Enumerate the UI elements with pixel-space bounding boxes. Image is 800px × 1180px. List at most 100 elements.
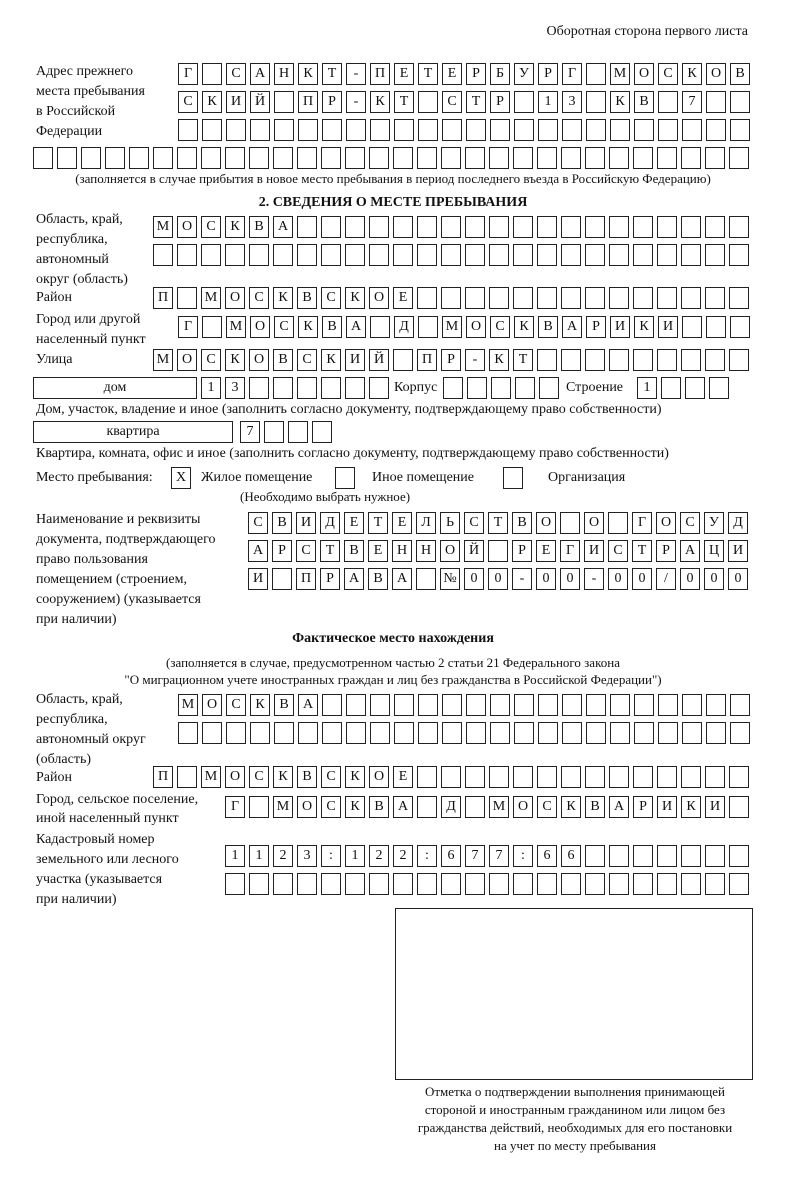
char-cell[interactable]: Е	[393, 287, 413, 309]
char-cell[interactable]	[489, 873, 509, 895]
char-cell[interactable]: О	[297, 796, 317, 818]
char-cell[interactable]	[297, 377, 317, 399]
char-cell[interactable]	[394, 694, 414, 716]
char-cell[interactable]: М	[153, 349, 173, 371]
char-cell[interactable]: С	[201, 349, 221, 371]
char-cell[interactable]: О	[225, 287, 245, 309]
char-cell[interactable]	[705, 216, 725, 238]
char-cell[interactable]	[288, 421, 308, 443]
char-cell[interactable]: В	[297, 766, 317, 788]
char-cell[interactable]: И	[345, 349, 365, 371]
char-cell[interactable]	[274, 119, 294, 141]
char-cell[interactable]	[513, 873, 533, 895]
char-cell[interactable]	[417, 147, 437, 169]
char-cell[interactable]	[321, 216, 341, 238]
char-cell[interactable]	[706, 119, 726, 141]
char-cell[interactable]	[538, 694, 558, 716]
char-cell[interactable]	[681, 216, 701, 238]
char-cell[interactable]	[585, 845, 605, 867]
char-cell[interactable]: К	[225, 216, 245, 238]
char-cell[interactable]: И	[248, 568, 268, 590]
char-cell[interactable]: -	[346, 91, 366, 113]
char-cell[interactable]	[609, 287, 629, 309]
char-cell[interactable]	[633, 244, 653, 266]
char-cell[interactable]	[81, 147, 101, 169]
char-cell[interactable]	[297, 147, 317, 169]
char-cell[interactable]: 2	[393, 845, 413, 867]
char-cell[interactable]: Н	[274, 63, 294, 85]
char-cell[interactable]: Д	[441, 796, 461, 818]
char-cell[interactable]: М	[201, 766, 221, 788]
char-cell[interactable]	[346, 722, 366, 744]
char-cell[interactable]	[705, 845, 725, 867]
char-cell[interactable]	[297, 873, 317, 895]
char-cell[interactable]: М	[610, 63, 630, 85]
char-cell[interactable]	[657, 244, 677, 266]
char-cell[interactable]: Й	[250, 91, 270, 113]
char-cell[interactable]: И	[226, 91, 246, 113]
char-cell[interactable]	[322, 722, 342, 744]
char-cell[interactable]	[561, 216, 581, 238]
char-cell[interactable]	[201, 244, 221, 266]
char-cell[interactable]	[537, 349, 557, 371]
char-cell[interactable]	[226, 722, 246, 744]
char-cell[interactable]	[418, 91, 438, 113]
char-cell[interactable]: И	[296, 512, 316, 534]
char-cell[interactable]	[393, 147, 413, 169]
char-cell[interactable]	[417, 244, 437, 266]
char-cell[interactable]: А	[248, 540, 268, 562]
char-cell[interactable]	[609, 244, 629, 266]
char-cell[interactable]	[633, 287, 653, 309]
char-cell[interactable]	[609, 147, 629, 169]
char-cell[interactable]: В	[585, 796, 605, 818]
char-cell[interactable]: Д	[728, 512, 748, 534]
char-cell[interactable]	[585, 244, 605, 266]
char-cell[interactable]: 3	[225, 377, 245, 399]
char-cell[interactable]	[633, 766, 653, 788]
char-cell[interactable]	[417, 766, 437, 788]
char-cell[interactable]: С	[321, 287, 341, 309]
char-cell[interactable]: С	[490, 316, 510, 338]
char-cell[interactable]: А	[393, 796, 413, 818]
char-cell[interactable]: О	[706, 63, 726, 85]
char-cell[interactable]	[177, 244, 197, 266]
char-cell[interactable]	[729, 216, 749, 238]
char-cell[interactable]: 6	[561, 845, 581, 867]
char-cell[interactable]	[513, 244, 533, 266]
char-cell[interactable]: Е	[392, 512, 412, 534]
char-cell[interactable]: №	[440, 568, 460, 590]
char-cell[interactable]	[201, 147, 221, 169]
char-cell[interactable]: 7	[240, 421, 260, 443]
char-cell[interactable]	[465, 287, 485, 309]
char-cell[interactable]	[370, 316, 390, 338]
char-cell[interactable]: С	[442, 91, 462, 113]
char-cell[interactable]: П	[153, 287, 173, 309]
char-cell[interactable]	[393, 349, 413, 371]
char-cell[interactable]	[562, 694, 582, 716]
char-cell[interactable]: Т	[322, 63, 342, 85]
char-cell[interactable]	[537, 766, 557, 788]
char-cell[interactable]	[585, 349, 605, 371]
char-cell[interactable]	[297, 216, 317, 238]
char-cell[interactable]: 0	[536, 568, 556, 590]
char-cell[interactable]: К	[345, 796, 365, 818]
char-cell[interactable]	[321, 244, 341, 266]
char-cell[interactable]	[273, 377, 293, 399]
char-cell[interactable]: О	[225, 766, 245, 788]
char-cell[interactable]: П	[298, 91, 318, 113]
char-cell[interactable]: 1	[345, 845, 365, 867]
char-cell[interactable]: А	[273, 216, 293, 238]
char-cell[interactable]	[393, 244, 413, 266]
char-cell[interactable]: С	[178, 91, 198, 113]
char-cell[interactable]: О	[466, 316, 486, 338]
char-cell[interactable]	[394, 722, 414, 744]
char-cell[interactable]	[226, 119, 246, 141]
char-cell[interactable]: О	[513, 796, 533, 818]
char-cell[interactable]: В	[538, 316, 558, 338]
char-cell[interactable]	[418, 694, 438, 716]
char-cell[interactable]: :	[513, 845, 533, 867]
house-type-field[interactable]: дом	[33, 377, 197, 399]
char-cell[interactable]	[609, 766, 629, 788]
char-cell[interactable]	[465, 147, 485, 169]
char-cell[interactable]	[633, 873, 653, 895]
